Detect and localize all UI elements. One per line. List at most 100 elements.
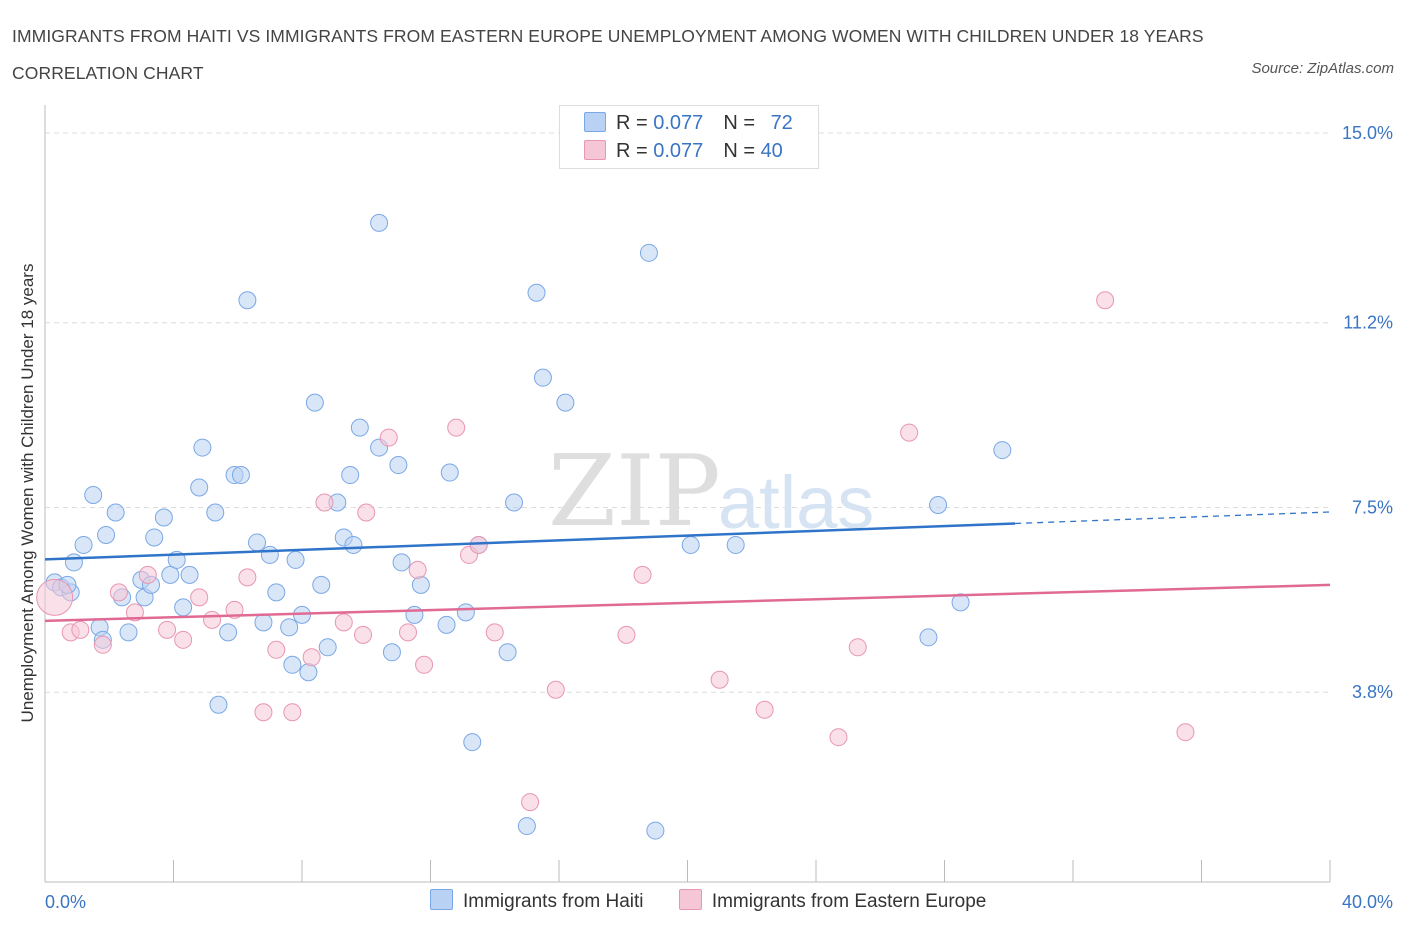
eastern-europe-point [334, 613, 353, 632]
haiti-point [209, 695, 228, 714]
haiti-point [318, 638, 337, 657]
eastern-europe-point [254, 703, 273, 722]
eastern-europe-point [225, 600, 244, 619]
eastern-europe-point [36, 578, 74, 616]
legend-r-label: R = [616, 140, 654, 162]
haiti-point [299, 663, 318, 682]
haiti-point [312, 575, 331, 594]
eastern-europe-point [848, 638, 867, 657]
haiti-point [556, 393, 575, 412]
eastern-europe-point [357, 503, 376, 522]
eastern-europe-point [379, 428, 398, 447]
eastern-europe-point [125, 603, 144, 622]
axes [44, 105, 1331, 883]
haiti-point [726, 535, 745, 554]
eastern-europe-point [71, 620, 90, 639]
y-tick-label: 7.5% [1352, 497, 1393, 517]
haiti-point [206, 503, 225, 522]
eastern-europe-point [109, 583, 128, 602]
haiti-point [517, 817, 536, 836]
eastern-europe-point [829, 728, 848, 747]
legend-n-label: N = [723, 140, 761, 162]
haiti-point [74, 535, 93, 554]
haiti-point [254, 613, 273, 632]
legend-r-value: 0.077 [653, 112, 704, 134]
watermark-zip: ZIP [548, 435, 721, 549]
haiti-point [437, 615, 456, 634]
haiti-point [463, 733, 482, 752]
eastern-europe-point [302, 648, 321, 667]
series-legend: Immigrants from Haiti Immigrants from Ea… [430, 889, 1016, 913]
haiti-point [344, 535, 363, 554]
haiti-point [161, 565, 180, 584]
haiti-point [260, 545, 279, 564]
source-label: Source: ZipAtlas.com [1251, 60, 1394, 77]
legend-r-value: 0.077 [653, 140, 704, 162]
haiti-point [405, 605, 424, 624]
haiti-point [389, 456, 408, 475]
correlation-legend: R = 0.077 N = 72 R = 0.077 N = 40 [559, 105, 819, 169]
haiti-point [193, 438, 212, 457]
haiti-point [951, 593, 970, 612]
eastern-europe-point [174, 630, 193, 649]
haiti-point [106, 503, 125, 522]
legend-row-haiti: R = 0.077 N = 72 [584, 112, 793, 138]
haiti-point [681, 535, 700, 554]
haiti-point [382, 643, 401, 662]
haiti-point [154, 508, 173, 527]
watermark: ZIP atlas [548, 435, 874, 549]
eastern-europe-point [633, 565, 652, 584]
haiti-point [283, 655, 302, 674]
eastern-europe-point [238, 568, 257, 587]
haiti-point [286, 550, 305, 569]
haiti-point [646, 821, 665, 840]
y-tick-label: 11.2% [1343, 313, 1393, 333]
haiti-point [993, 441, 1012, 460]
haiti-point [180, 565, 199, 584]
haiti-point [119, 623, 138, 642]
eastern-europe-point [315, 493, 334, 512]
haiti-point [190, 478, 209, 497]
eastern-europe-point [283, 703, 302, 722]
haiti-point [305, 393, 324, 412]
haiti-point [411, 575, 430, 594]
haiti-point [174, 598, 193, 617]
haiti-trend-line-extension [1015, 511, 1331, 525]
eastern-europe-point [469, 535, 488, 554]
eastern-europe-point [354, 625, 373, 644]
legend-swatch-haiti [584, 112, 606, 132]
haiti-point [929, 495, 948, 514]
eastern-europe-point [158, 620, 177, 639]
eastern-europe-point [408, 560, 427, 579]
y-tick-label: 15.0% [1342, 123, 1393, 143]
series-legend-eastern-europe: Immigrants from Eastern Europe [678, 889, 987, 913]
eastern-europe-point [546, 680, 565, 699]
legend-n-value: 40 [760, 140, 783, 162]
haiti-point [267, 583, 286, 602]
haiti-point [341, 466, 360, 485]
haiti-point [505, 493, 524, 512]
haiti-point [248, 533, 267, 552]
haiti-trend-line [44, 522, 1016, 561]
x-tick-label: 0.0% [45, 892, 86, 912]
haiti-point [219, 623, 238, 642]
eastern-europe-point [755, 700, 774, 719]
series-label-eastern-europe: Immigrants from Eastern Europe [711, 891, 987, 912]
eastern-europe-point [93, 635, 112, 654]
legend-n-value: 72 [770, 112, 793, 134]
haiti-point [238, 291, 257, 310]
x-tick-labels: 0.0% 40.0% [45, 892, 1393, 912]
eastern-europe-point [138, 565, 157, 584]
eastern-europe-point [203, 610, 222, 629]
haiti-point [350, 418, 369, 437]
haiti-point [97, 525, 116, 544]
eastern-europe-point [447, 418, 466, 437]
eastern-europe-point [521, 793, 540, 812]
trend-lines [44, 511, 1331, 623]
haiti-point [498, 643, 517, 662]
chart-title: IMMIGRANTS FROM HAITI VS IMMIGRANTS FROM… [12, 26, 1204, 83]
series-swatch-eastern-europe [678, 889, 702, 910]
haiti-point [533, 368, 552, 387]
haiti-point [370, 213, 389, 232]
